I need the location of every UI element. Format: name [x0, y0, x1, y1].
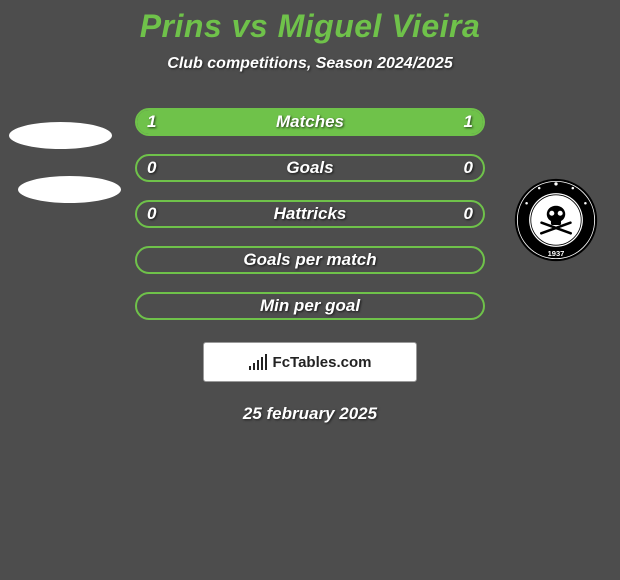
stat-row: Min per goal: [135, 292, 485, 320]
stat-value-right: 0: [464, 158, 473, 178]
player-placeholder: [18, 176, 121, 203]
stat-value-right: 0: [464, 204, 473, 224]
stat-value-right: 1: [464, 112, 473, 132]
club-badge: 1937: [514, 178, 598, 262]
brand-box: FcTables.com: [203, 342, 417, 382]
chart-icon: [249, 354, 267, 370]
brand-text: FcTables.com: [273, 354, 372, 371]
stat-row: 0 Goals 0: [135, 154, 485, 182]
stat-row: 1 Matches 1: [135, 108, 485, 136]
stats-list: 1 Matches 1 0 Goals 0 0 Hattricks 0 Goals per mat…: [135, 108, 485, 320]
stat-label: Goals per match: [243, 250, 376, 270]
stat-value-left: 0: [147, 158, 156, 178]
subtitle: Club competitions, Season 2024/2025: [0, 55, 620, 73]
page-title: Prins vs Miguel Vieira: [0, 8, 620, 45]
badge-year: 1937: [548, 249, 565, 258]
stat-value-left: 1: [147, 112, 156, 132]
stat-label: Min per goal: [260, 296, 360, 316]
stat-value-left: 0: [147, 204, 156, 224]
date-label: 25 february 2025: [0, 404, 620, 424]
stat-label: Matches: [276, 112, 344, 132]
stat-label: Goals: [286, 158, 333, 178]
stat-row: Goals per match: [135, 246, 485, 274]
stat-row: 0 Hattricks 0: [135, 200, 485, 228]
player-placeholder: [9, 122, 112, 149]
stat-label: Hattricks: [274, 204, 347, 224]
